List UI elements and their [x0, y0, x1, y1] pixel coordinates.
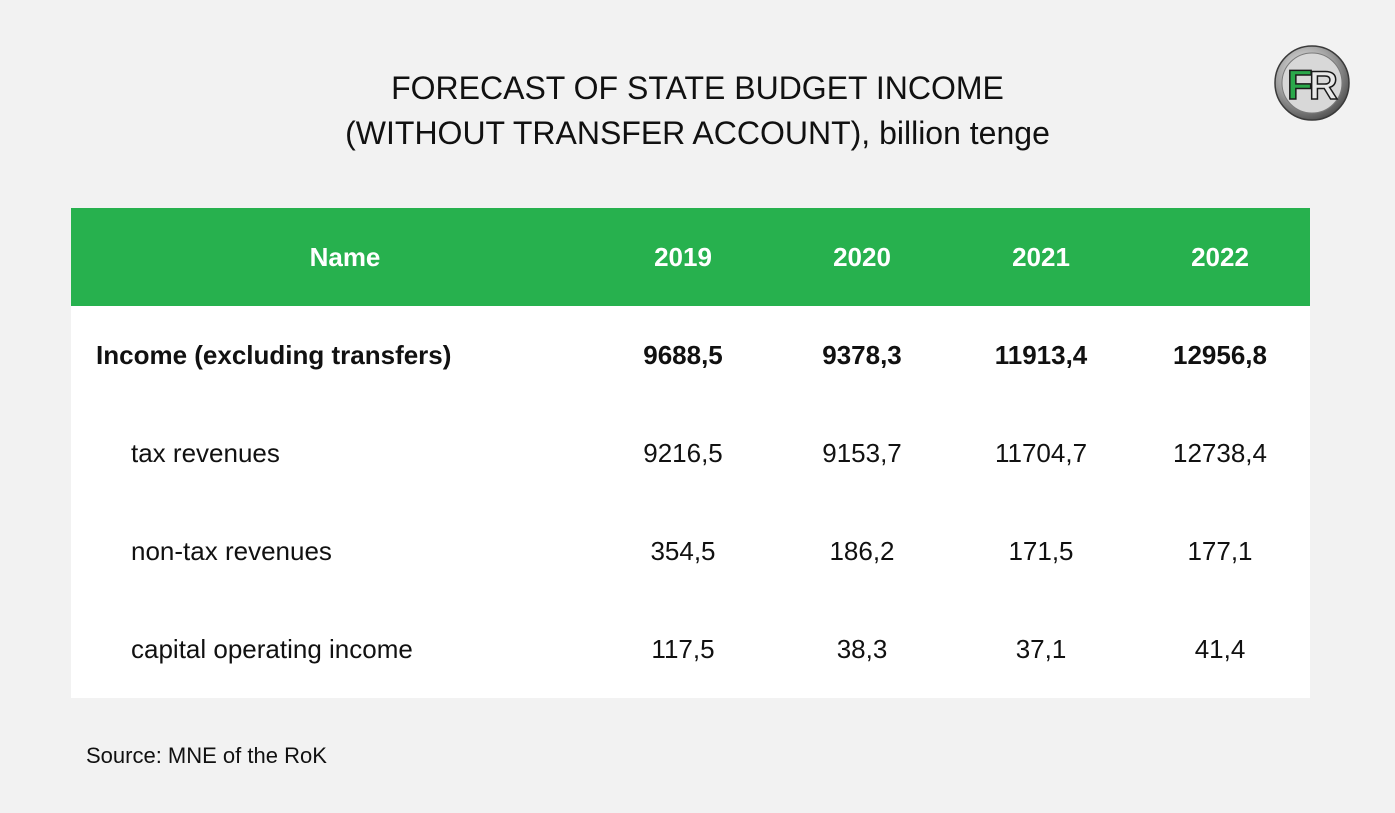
logo-letter-r: R	[1309, 64, 1338, 108]
title-line-1: FORECAST OF STATE BUDGET INCOME	[391, 70, 1004, 106]
header-2021: 2021	[1012, 242, 1070, 272]
row-label: non-tax revenues	[131, 536, 332, 566]
source-note: Source: MNE of the RoK	[86, 743, 327, 768]
cell-value: 38,3	[836, 634, 888, 664]
table-header: Name 2019 2020 2021 2022	[71, 208, 1310, 306]
logo-letter-f: F	[1287, 61, 1313, 108]
cell-value: 41,4	[1194, 634, 1246, 664]
cell-value: 9378,3	[822, 340, 902, 370]
table-row-income: Income (excluding transfers) 9688,5 9378…	[71, 306, 1310, 404]
chart-title: FORECAST OF STATE BUDGET INCOME (WITHOUT…	[0, 66, 1395, 156]
budget-table: Name 2019 2020 2021 2022 Income (excludi…	[71, 208, 1310, 698]
cell-value: 9216,5	[643, 438, 723, 468]
cell-value: 9153,7	[822, 438, 902, 468]
cell-value: 177,1	[1187, 536, 1253, 566]
cell-value: 12956,8	[1173, 340, 1267, 370]
cell-value: 11704,7	[994, 438, 1088, 468]
header-2022: 2022	[1191, 242, 1249, 272]
row-label: tax revenues	[131, 438, 280, 468]
cell-value: 9688,5	[643, 340, 723, 370]
cell-value: 11913,4	[994, 340, 1088, 370]
cell-value: 37,1	[1015, 634, 1067, 664]
header-name: Name	[309, 242, 381, 272]
row-label: capital operating income	[131, 634, 413, 664]
cell-value: 354,5	[650, 536, 716, 566]
cell-value: 117,5	[651, 634, 715, 664]
title-line-2: (WITHOUT TRANSFER ACCOUNT), billion teng…	[345, 115, 1050, 151]
row-label: Income (excluding transfers)	[96, 340, 452, 370]
cell-value: 171,5	[1008, 536, 1074, 566]
cell-value: 186,2	[829, 536, 895, 566]
header-2020: 2020	[833, 242, 891, 272]
cell-value: 12738,4	[1173, 438, 1267, 468]
table-row-non-tax-revenues: non-tax revenues 354,5 186,2 171,5 177,1	[71, 502, 1310, 600]
fr-logo-icon: F R	[1274, 45, 1350, 121]
table-row-tax-revenues: tax revenues 9216,5 9153,7 11704,7 12738…	[71, 404, 1310, 502]
header-2019: 2019	[654, 242, 712, 272]
table-row-capital-operating-income: capital operating income 117,5 38,3 37,1…	[71, 600, 1310, 698]
